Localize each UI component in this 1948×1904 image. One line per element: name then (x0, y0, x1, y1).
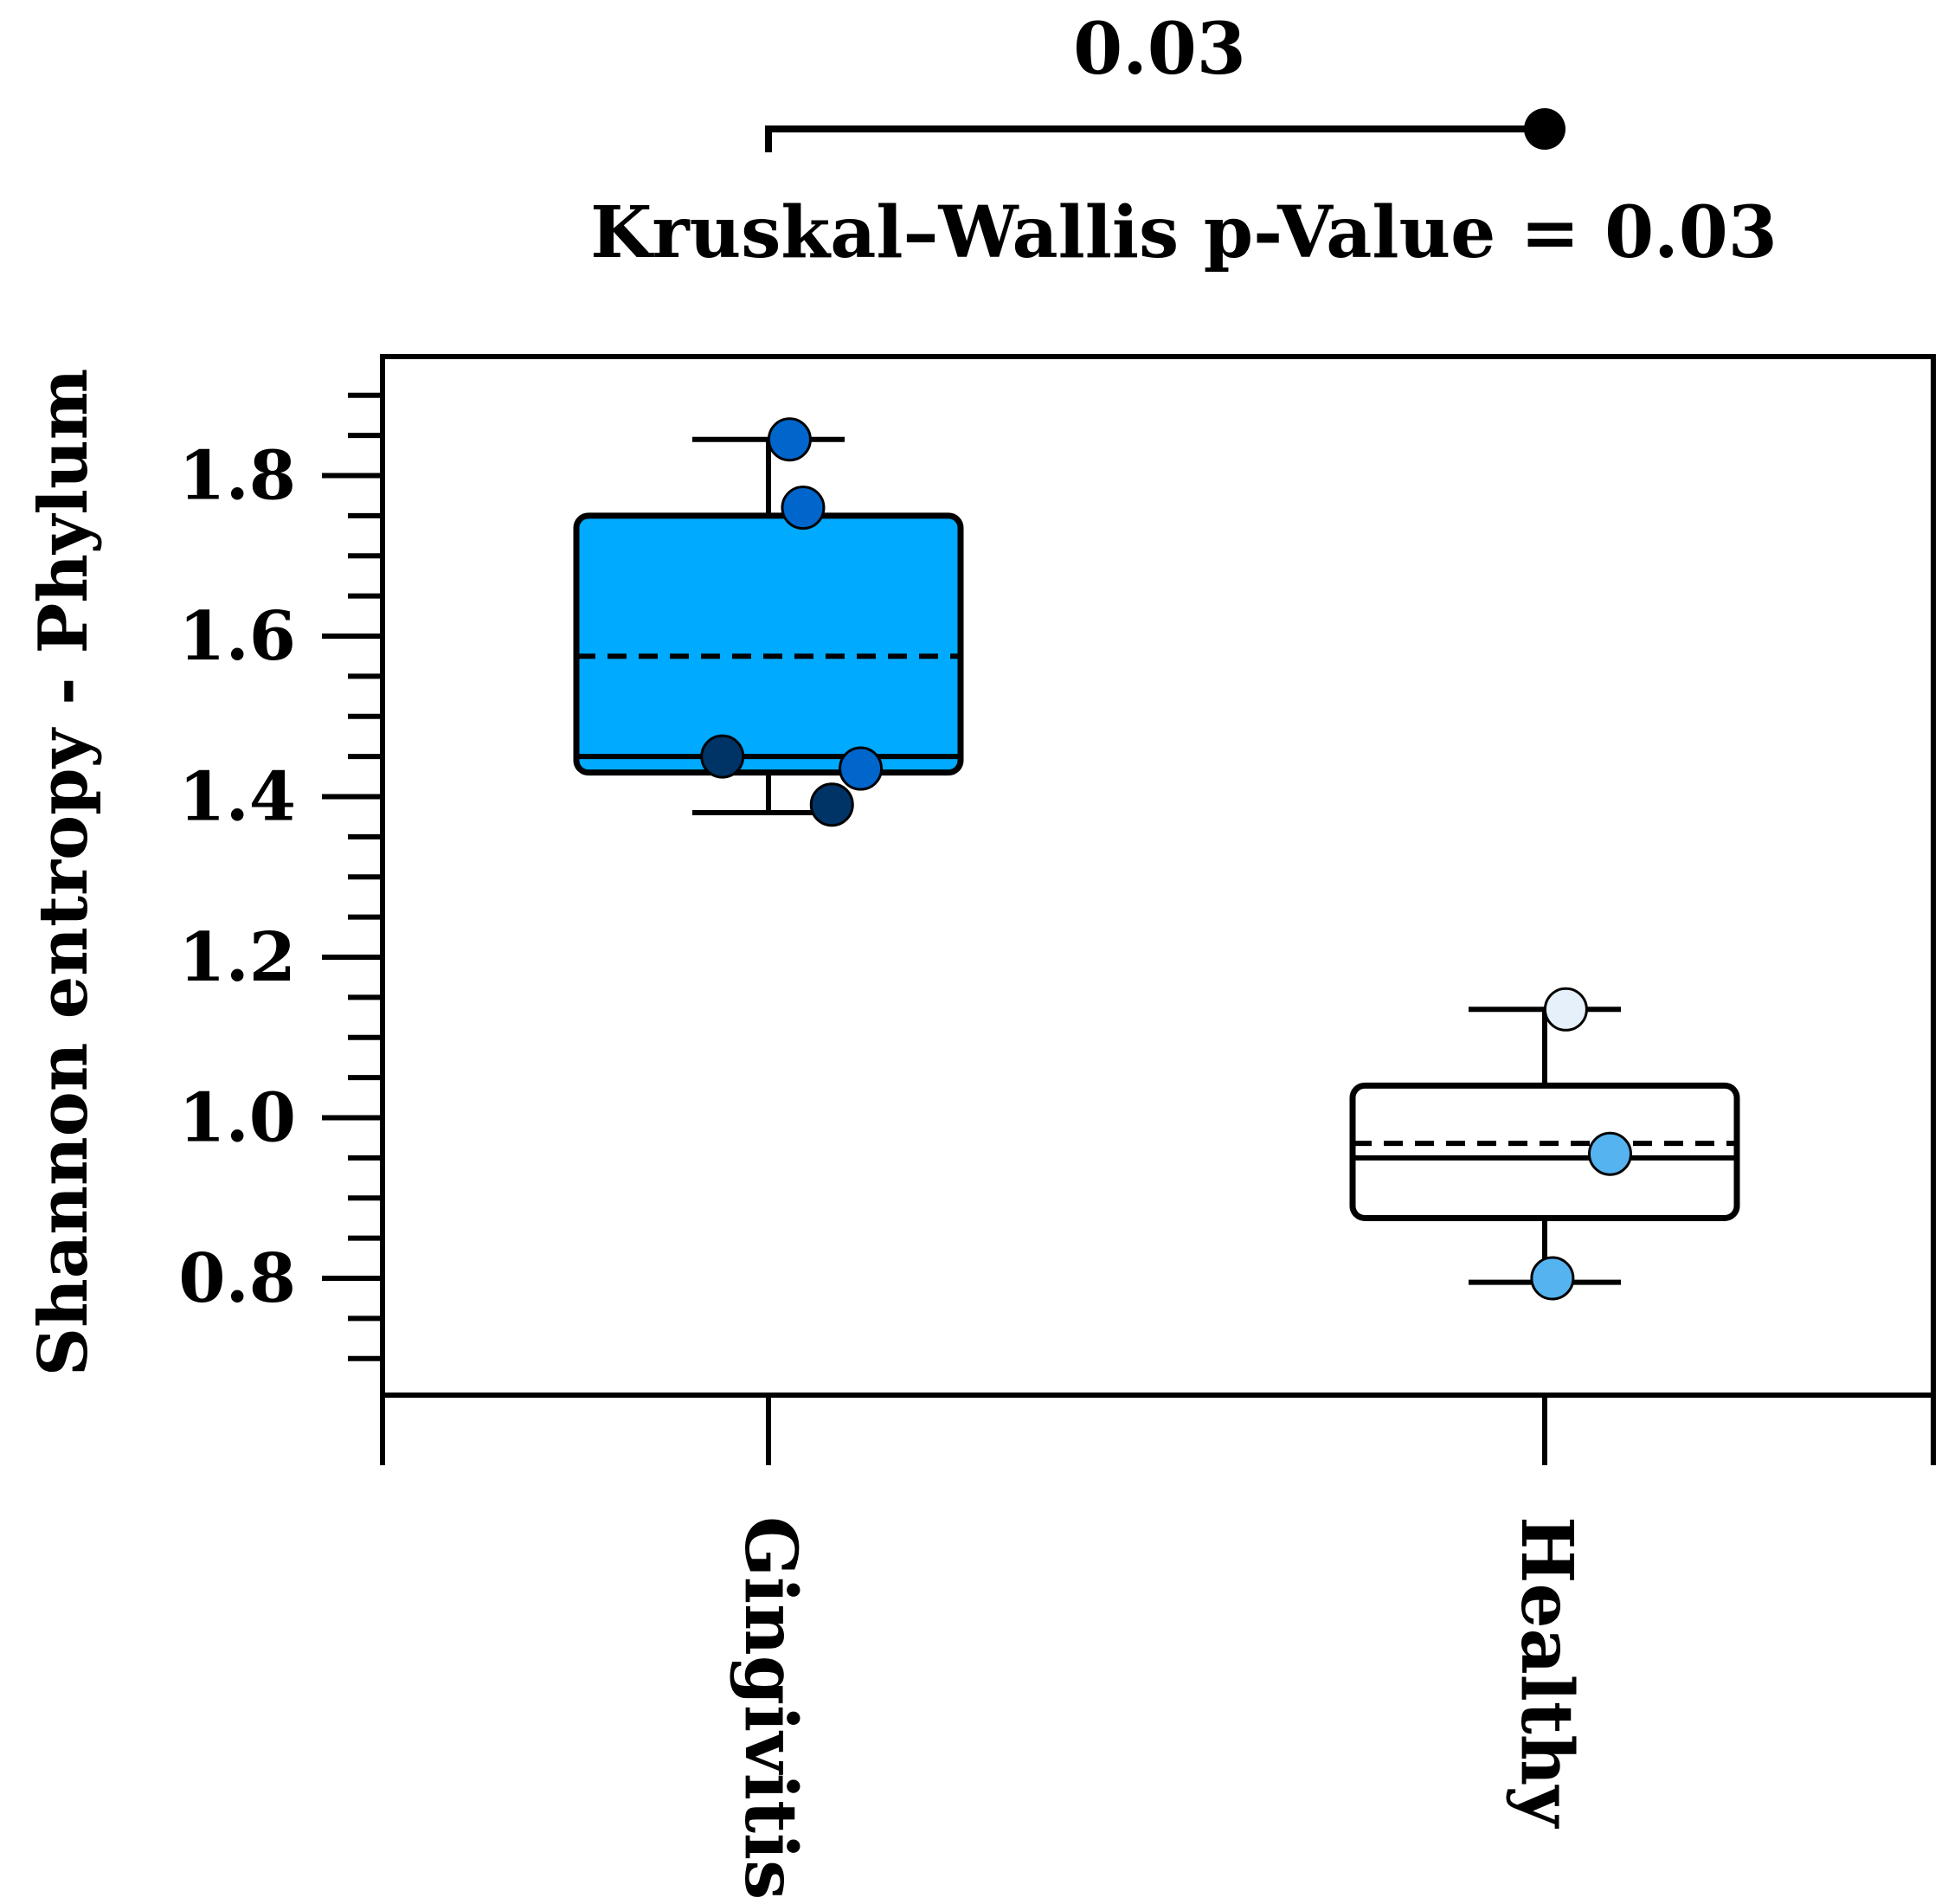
data-point (781, 486, 826, 531)
box-healthy (1349, 987, 1740, 1301)
kruskal-wallis-label: Kruskal–Wallis p-Value = 0.03 (590, 191, 1778, 274)
data-point (767, 417, 812, 462)
box-gingivitis (573, 417, 964, 827)
data-point (839, 746, 884, 791)
plot-area-frame (380, 354, 1936, 1398)
y-axis-label: Shannon entropy - Phylum (24, 369, 103, 1376)
x-category-label: Healthy (1505, 1516, 1588, 1829)
data-point (809, 782, 854, 827)
pairwise-significance-label: 0.03 (1073, 8, 1246, 91)
data-point (700, 734, 745, 779)
interquartile-box (573, 512, 964, 776)
y-tick-label: 1.8 (178, 437, 296, 516)
x-axis: Gingivitis Healthy (380, 1395, 1936, 1900)
y-tick-label: 0.8 (178, 1239, 296, 1318)
y-tick-label: 1.4 (178, 758, 296, 837)
y-axis: 0.8 1.0 1.2 1.4 1.6 1.8 (178, 392, 383, 1361)
y-tick-label: 1.0 (178, 1079, 296, 1158)
data-point (1530, 1256, 1575, 1301)
data-point (1587, 1131, 1632, 1176)
boxes-layer (573, 417, 1740, 1301)
interquartile-box (1349, 1082, 1740, 1221)
y-tick-label: 1.2 (178, 918, 296, 997)
significance-bar-end-dot (1524, 108, 1565, 150)
x-category-label: Gingivitis (729, 1516, 812, 1900)
data-point (1543, 987, 1588, 1032)
y-tick-label: 1.6 (178, 597, 296, 676)
